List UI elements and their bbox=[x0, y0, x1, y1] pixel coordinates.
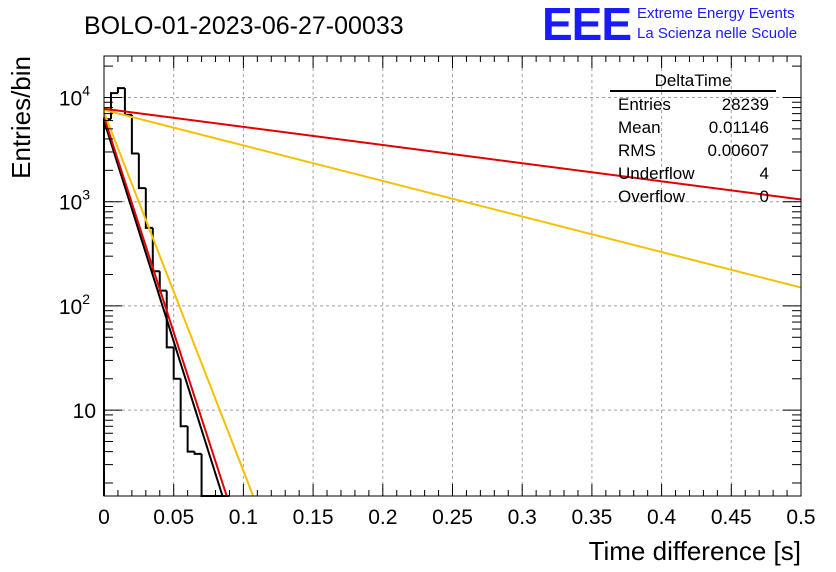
stats-label-underflow: Underflow bbox=[618, 164, 695, 183]
stats-value-rms: 0.00607 bbox=[708, 141, 769, 160]
run-title: BOLO-01-2023-06-27-00033 bbox=[84, 12, 404, 40]
y-tick-base: 10 bbox=[59, 296, 82, 319]
histogram-bin bbox=[193, 451, 202, 455]
eee-logo: EEE bbox=[542, 0, 631, 50]
x-tick-label: 0.4 bbox=[647, 506, 677, 529]
stats-label-rms: RMS bbox=[618, 141, 656, 160]
stats-value-overflow: 0 bbox=[760, 187, 769, 206]
stats-label-entries: Entries bbox=[618, 95, 671, 114]
axis-ticks: 0 0.05 0.1 0.15 0.2 0.25 0.3 0.35 0.4 0.45 0.51010… bbox=[59, 56, 816, 529]
histogram-bin bbox=[137, 153, 146, 190]
stats-value-underflow: 4 bbox=[760, 164, 769, 183]
x-tick-label: 0.2 bbox=[368, 506, 397, 529]
y-tick-base: 10 bbox=[59, 192, 82, 215]
y-tick-exponent: 3 bbox=[82, 187, 90, 203]
x-tick-label: 0.45 bbox=[711, 506, 752, 529]
y-tick-label: 104 bbox=[59, 82, 90, 110]
y-tick-label: 102 bbox=[59, 291, 90, 319]
y-tick-exponent: 2 bbox=[82, 291, 90, 307]
y-tick-base: 10 bbox=[59, 87, 82, 110]
project-name-line1: Extreme Energy Events bbox=[637, 5, 795, 22]
stats-label-mean: Mean bbox=[618, 118, 661, 137]
fit-line bbox=[103, 108, 802, 289]
y-tick-label: 10 bbox=[73, 400, 96, 423]
y-tick-exponent: 4 bbox=[82, 82, 90, 98]
x-tick-label: 0 bbox=[98, 506, 110, 529]
data-layer bbox=[103, 87, 802, 497]
x-tick-label: 0.25 bbox=[432, 506, 473, 529]
stats-box: DeltaTime Entries 28239 Mean 0.01146 RMS… bbox=[610, 71, 776, 206]
grid-lines bbox=[104, 56, 801, 496]
fit-line bbox=[103, 116, 228, 497]
fit-line bbox=[103, 120, 224, 497]
stats-label-overflow: Overflow bbox=[618, 187, 686, 206]
histogram-bin bbox=[151, 227, 160, 273]
histogram-bin bbox=[179, 378, 188, 428]
x-axis-title: Time difference [s] bbox=[589, 536, 801, 566]
fit-line bbox=[103, 107, 802, 201]
y-tick-base: 10 bbox=[73, 400, 96, 423]
histogram-bin bbox=[144, 188, 153, 229]
x-tick-label: 0.5 bbox=[786, 506, 815, 529]
project-name-line2: La Scienza nelle Scuole bbox=[637, 25, 797, 42]
histogram-bin bbox=[172, 347, 181, 380]
x-tick-label: 0.3 bbox=[508, 506, 537, 529]
histogram-bin bbox=[130, 114, 139, 155]
x-tick-label: 0.15 bbox=[293, 506, 334, 529]
y-tick-label: 103 bbox=[59, 187, 90, 215]
y-axis-title: Entries/bin bbox=[6, 56, 36, 179]
histogram-bin bbox=[116, 87, 125, 94]
x-tick-label: 0.05 bbox=[153, 506, 194, 529]
stats-value-entries: 28239 bbox=[722, 95, 769, 114]
stats-value-mean: 0.01146 bbox=[709, 118, 769, 137]
stats-title: DeltaTime bbox=[655, 71, 732, 90]
histogram-bin bbox=[186, 426, 195, 453]
fit-line bbox=[103, 111, 255, 497]
x-tick-label: 0.1 bbox=[229, 506, 258, 529]
x-tick-label: 0.35 bbox=[571, 506, 612, 529]
